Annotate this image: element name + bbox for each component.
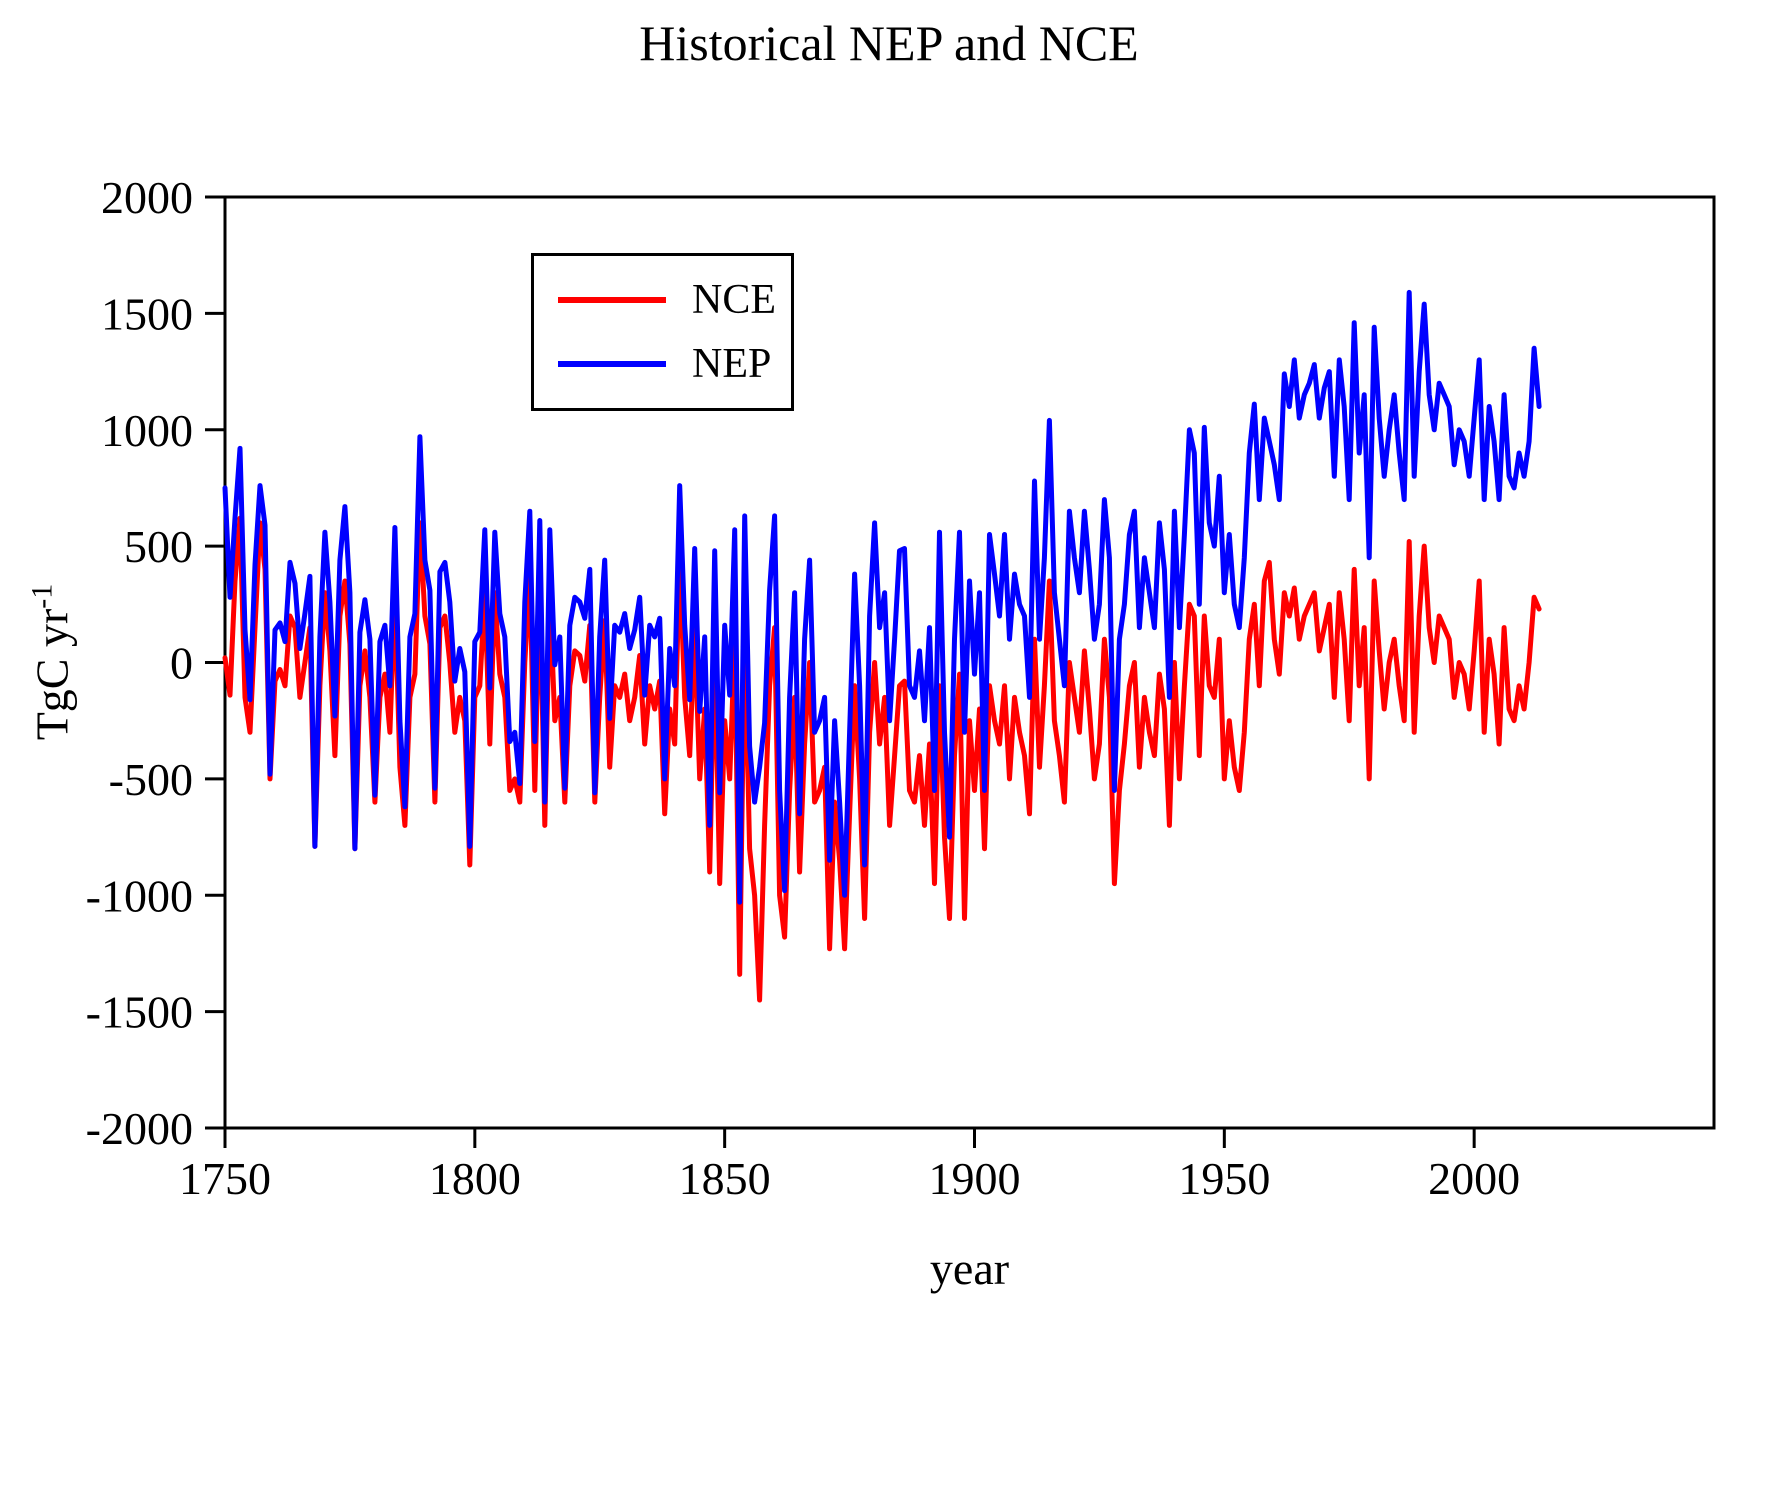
y-axis-label-text: TgC yr (26, 608, 78, 741)
legend-row-nep: NEP (558, 343, 791, 385)
svg-text:1950: 1950 (1178, 1153, 1270, 1204)
svg-text:-2000: -2000 (86, 1103, 193, 1154)
legend-row-nce: NCE (558, 279, 791, 321)
svg-text:1750: 1750 (179, 1153, 271, 1204)
y-axis-label-superscript: -1 (25, 583, 59, 609)
svg-text:1500: 1500 (101, 288, 193, 339)
svg-text:-1500: -1500 (86, 987, 193, 1038)
y-axis-label: TgC yr-1 (25, 584, 78, 741)
svg-text:1000: 1000 (101, 405, 193, 456)
nce-line-swatch (558, 297, 666, 303)
svg-text:1900: 1900 (928, 1153, 1020, 1204)
svg-text:1800: 1800 (429, 1153, 521, 1204)
svg-text:2000: 2000 (1428, 1153, 1520, 1204)
svg-text:-1000: -1000 (86, 870, 193, 921)
svg-text:-500: -500 (109, 754, 193, 805)
svg-text:2000: 2000 (101, 172, 193, 223)
nep-line-swatch (558, 361, 666, 367)
svg-text:500: 500 (124, 521, 193, 572)
legend-label-nep: NEP (692, 341, 772, 387)
legend-box: NCE NEP (531, 253, 794, 411)
legend-label-nce: NCE (692, 277, 776, 323)
svg-text:1850: 1850 (679, 1153, 771, 1204)
svg-text:0: 0 (170, 638, 193, 689)
x-axis-label: year (929, 1243, 1010, 1294)
chart-title: Historical NEP and NCE (639, 15, 1139, 71)
